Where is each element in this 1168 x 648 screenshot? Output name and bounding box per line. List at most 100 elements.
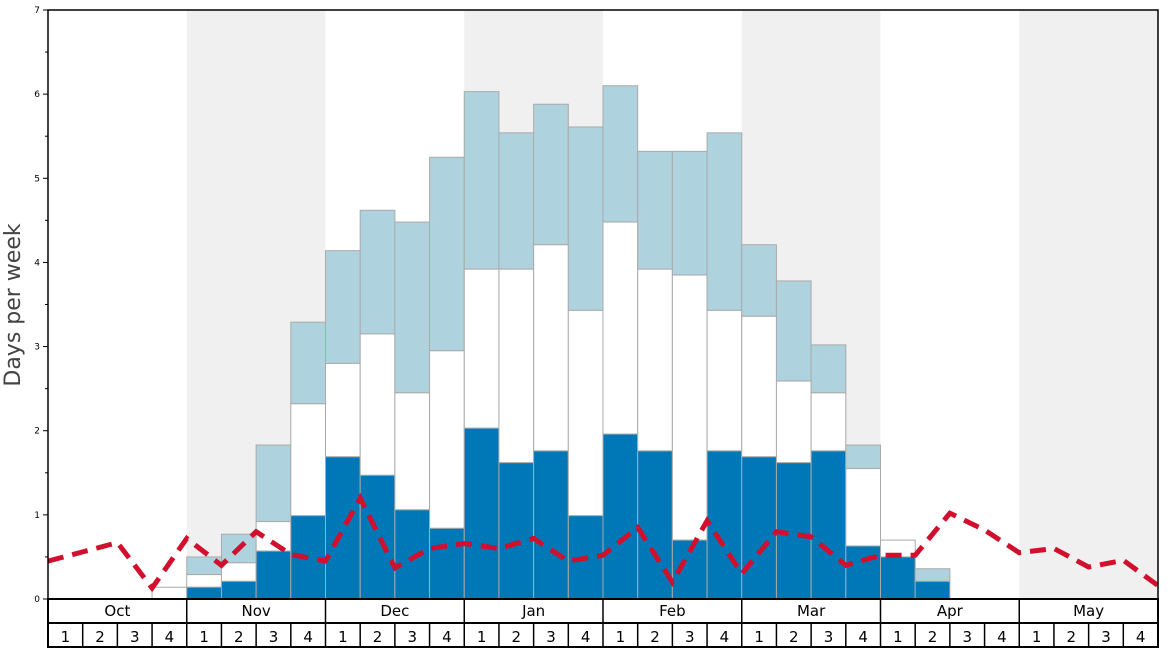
week-label: 3 [824, 628, 834, 646]
bar-segment-white [845, 468, 881, 547]
bar-segment-white [429, 350, 465, 529]
week-label: 1 [893, 628, 903, 646]
bar-segment-white [810, 392, 847, 452]
bar-segment-lightblue [325, 250, 361, 364]
y-tick-label: 2 [34, 427, 40, 437]
week-label: 1 [754, 628, 764, 646]
y-tick-label: 6 [34, 90, 40, 100]
average-dashed-line [47, 492, 1160, 593]
bar-segment-white [394, 392, 431, 511]
y-tick-label: 0 [34, 595, 40, 605]
bar-segment-blue [914, 580, 951, 600]
week-label: 2 [373, 628, 383, 646]
week-label: 2 [650, 628, 660, 646]
bar-segment-blue [359, 474, 396, 600]
bar-segment-blue [845, 545, 881, 600]
week-label: 4 [581, 628, 591, 646]
bar-segment-blue [325, 456, 361, 600]
month-label-feb: Feb [659, 602, 686, 620]
bar-segment-lightblue [775, 280, 812, 382]
bar-segment-lightblue [706, 132, 743, 311]
bar-segment-white [567, 309, 604, 517]
bar-segment-lightblue [255, 444, 292, 523]
bar-segment-white [359, 333, 396, 476]
bar-segment-blue [706, 450, 743, 600]
bar-segment-white [602, 221, 639, 435]
bar-segment-white [637, 268, 673, 452]
week-label: 1 [1032, 628, 1042, 646]
week-label: 3 [1101, 628, 1111, 646]
bar-segment-lightblue [671, 150, 708, 276]
week-label: 1 [338, 628, 348, 646]
week-label: 3 [407, 628, 417, 646]
week-label: 2 [789, 628, 799, 646]
week-label: 3 [546, 628, 556, 646]
bar-segment-blue [810, 450, 847, 600]
month-label-oct: Oct [104, 602, 130, 620]
month-label-jan: Jan [521, 602, 545, 620]
week-label: 3 [962, 628, 972, 646]
week-label: 4 [858, 628, 868, 646]
bar-segment-lightblue [741, 244, 777, 317]
week-label: 2 [95, 628, 105, 646]
bar-segment-blue [186, 586, 222, 600]
bar-segment-blue [255, 550, 292, 600]
bar-segment-lightblue [567, 126, 604, 311]
bar-segment-lightblue [429, 156, 465, 352]
bar-segment-white [463, 268, 500, 429]
bar-segment-white [220, 562, 257, 582]
bar-segment-blue [463, 427, 500, 600]
bar-segment-lightblue [359, 209, 396, 335]
y-tick-label: 1 [34, 511, 40, 521]
week-label: 2 [1067, 628, 1077, 646]
bar-segment-white [671, 274, 708, 541]
week-label: 4 [442, 628, 452, 646]
month-shade-may [1019, 10, 1158, 599]
week-label: 4 [165, 628, 175, 646]
y-tick-label: 7 [34, 6, 40, 16]
month-label-mar: Mar [797, 602, 826, 620]
bar-segment-white [325, 362, 361, 458]
bar-segment-white [151, 586, 188, 600]
week-label: 1 [477, 628, 487, 646]
bar-segment-blue [880, 556, 916, 600]
bar-segment-white [498, 268, 535, 464]
bar-segment-lightblue [498, 132, 535, 270]
week-label: 1 [616, 628, 626, 646]
bar-segment-blue [498, 462, 535, 600]
bar-segment-lightblue [845, 444, 881, 470]
week-label: 4 [303, 628, 313, 646]
bar-segment-white [533, 244, 569, 452]
week-label: 3 [685, 628, 695, 646]
month-label-nov: Nov [241, 602, 270, 620]
month-label-apr: Apr [937, 602, 964, 620]
week-label: 1 [199, 628, 209, 646]
y-tick-label: 5 [34, 174, 40, 184]
week-label: 2 [234, 628, 244, 646]
y-tick-label: 4 [34, 258, 40, 268]
bar-segment-white [290, 403, 326, 517]
week-label: 4 [720, 628, 730, 646]
bar-segment-blue [602, 433, 639, 600]
week-label: 3 [130, 628, 140, 646]
week-label: 3 [269, 628, 279, 646]
bar-segment-blue [220, 580, 257, 600]
bar-segment-lightblue [810, 344, 847, 394]
week-label: 4 [997, 628, 1007, 646]
bar-segment-white [741, 315, 777, 458]
week-label: 1 [61, 628, 71, 646]
bar-segment-lightblue [637, 150, 673, 270]
bar-segment-white [186, 574, 222, 588]
bar-segment-blue [429, 527, 465, 600]
bar-segment-white [775, 380, 812, 464]
week-label: 2 [512, 628, 522, 646]
bar-segment-lightblue [602, 85, 639, 223]
bar-segment-lightblue [463, 91, 500, 270]
bar-segment-lightblue [290, 321, 326, 405]
bar-segment-lightblue [394, 221, 431, 394]
week-label: 4 [1136, 628, 1146, 646]
bar-segment-white [706, 309, 743, 452]
bar-segment-lightblue [914, 568, 951, 582]
week-label: 2 [928, 628, 938, 646]
